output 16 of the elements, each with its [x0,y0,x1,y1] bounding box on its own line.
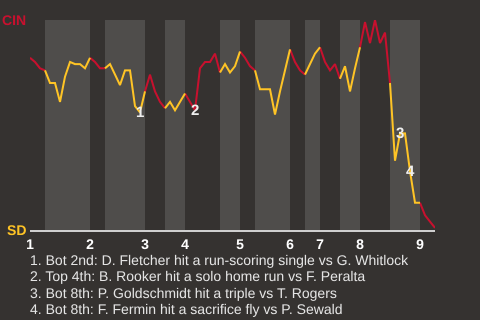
text: SD [7,222,26,238]
x-tick-label: 6 [286,236,294,252]
x-tick-label: 9 [416,236,424,252]
x-tick-label: 5 [236,236,244,252]
text: 3. Bot 8th: P. Goldschmidt hit a triple vs T. Rogers [30,285,337,301]
text: 4. Bot 8th: F. Fermin hit a sacrifice fly vs P. Sewald [30,301,343,317]
text: CIN [2,12,26,28]
annotation: 2 [191,102,200,119]
x-tick-label: 7 [316,236,324,252]
x-tick-label: 2 [86,236,94,252]
x-tick-label: 3 [141,236,150,252]
text: 2. Top 4th: B. Rooker hit a solo home run vs F. Peralta [30,268,366,284]
x-tick-label: 8 [356,236,364,252]
x-tick-label: 1 [26,236,34,252]
text: 1. Bot 2nd: D. Fletcher hit a run-scoring single vs G. Whitlock [30,252,410,268]
x-tick-label: 4 [181,236,190,252]
